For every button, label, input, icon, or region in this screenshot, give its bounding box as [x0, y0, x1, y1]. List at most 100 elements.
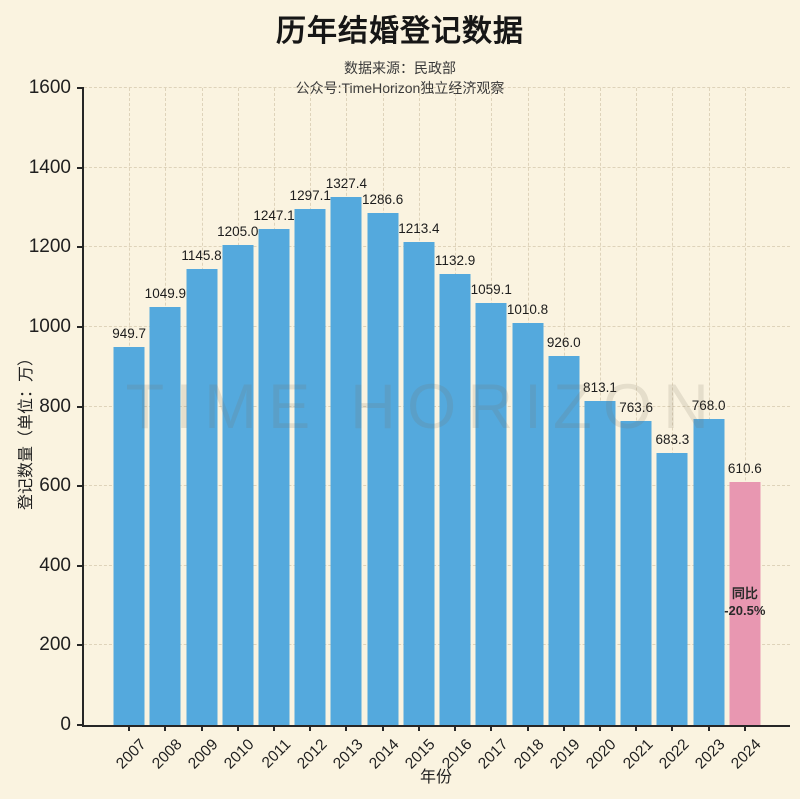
h-gridline [84, 166, 790, 168]
y-tick-label: 1000 [28, 315, 71, 337]
bar-slot-2016: 1132.9 2016 [434, 88, 476, 772]
bar-value-2022: 683.3 [655, 431, 690, 447]
chart-title: 历年结婚登记数据 [276, 15, 524, 48]
x-tick-mark [345, 725, 348, 731]
subtitle-account: 公众号:TimeHorizon独立经济观察 [295, 79, 505, 96]
bar-slot-2017: 1059.1 2017 [470, 88, 512, 772]
y-tick-mark [77, 644, 84, 647]
y-tick-label: 600 [39, 475, 71, 497]
bar-value-2018: 1010.8 [506, 301, 549, 317]
v-gridline [708, 88, 710, 725]
y-tick-mark [77, 485, 84, 488]
bar-2022 [656, 452, 688, 725]
yoy-annotation: 同比 -20.5% [724, 586, 765, 620]
chart-subtitle: 数据来源：民政部 公众号:TimeHorizon独立经济观察 [0, 59, 800, 98]
y-tick-mark [77, 246, 84, 249]
bar-2019 [548, 356, 580, 725]
x-tick-mark [128, 725, 131, 731]
x-tick-mark [707, 725, 710, 731]
bar-slot-2021: 763.6 2021 [618, 88, 656, 772]
bar-slot-2020: 813.1 2020 [582, 88, 620, 772]
bar-2015 [403, 241, 435, 725]
bar-value-2010: 1205.0 [217, 224, 259, 240]
bar-slot-2010: 1205.0 2010 [217, 88, 259, 772]
bar-value-2023: 768.0 [691, 398, 726, 414]
bar-slot-2007: 949.7 2007 [111, 88, 149, 772]
y-tick-label: 0 [60, 714, 71, 735]
bar-slot-2009: 1145.8 2009 [181, 88, 222, 772]
bar-value-2012: 1297.1 [289, 187, 331, 203]
yoy-annotation-line: -20.5% [724, 603, 766, 619]
y-tick-label: 800 [39, 395, 71, 417]
x-tick-mark [743, 725, 746, 731]
x-tick-mark [671, 725, 674, 731]
y-axis-title: 登记数量（单位：万） [18, 349, 35, 511]
bar-2021 [620, 421, 652, 725]
x-tick-mark [200, 725, 203, 731]
bar-slot-2011: 1247.1 2011 [253, 88, 295, 772]
bar-value-2016: 1132.9 [434, 252, 476, 268]
bar-value-2008: 1049.9 [144, 286, 186, 302]
yoy-annotation-line: 同比 [731, 586, 758, 602]
bar-value-2017: 1059.1 [470, 282, 512, 298]
bar-slot-2019: 926.0 2019 [546, 88, 584, 772]
h-gridline [84, 405, 790, 407]
v-gridline [636, 88, 638, 725]
x-tick-mark [236, 725, 239, 731]
x-tick-mark [272, 725, 275, 731]
y-tick-mark [77, 87, 84, 89]
y-tick-label: 400 [39, 554, 71, 576]
bar-slot-2023: 768.0 2023 [691, 88, 729, 772]
bar-2011 [258, 228, 290, 725]
y-tick-label: 1600 [28, 77, 71, 98]
y-tick-mark [77, 325, 84, 328]
bar-value-2009: 1145.8 [181, 247, 222, 263]
bar-slot-2024: 同比 -20.5% 610.6 2024 [724, 88, 765, 772]
x-tick-mark [490, 725, 493, 731]
y-tick-mark [77, 166, 84, 169]
x-tick-mark [381, 725, 384, 731]
bar-2007 [113, 346, 145, 725]
v-gridline [744, 88, 746, 725]
bar-slots: 949.7 2007 1049.9 2008 1145.8 2009 1205.0 2010 1… [84, 88, 790, 772]
bar-2013 [330, 196, 362, 725]
bar-value-2021: 763.6 [619, 400, 654, 415]
bar-slot-2014: 1286.6 2014 [361, 88, 404, 772]
bar-value-2019: 926.0 [546, 335, 581, 351]
bar-2009 [186, 268, 218, 725]
bar-2017 [475, 303, 507, 725]
x-tick-mark [635, 725, 638, 731]
bar-2008 [149, 307, 181, 725]
bar-slot-2015: 1213.4 2015 [398, 88, 440, 772]
plot-area: 949.7 2007 1049.9 2008 1145.8 2009 1205.0 2010 1… [29, 77, 790, 772]
x-tick-mark [454, 725, 457, 731]
bar-2020 [584, 401, 616, 725]
bar-2012 [294, 208, 326, 725]
bar-2024: 同比 -20.5% [724, 481, 765, 725]
bar-value-2013: 1327.4 [325, 175, 368, 191]
bar-value-2020: 813.1 [583, 380, 617, 396]
x-tick-mark [164, 725, 167, 731]
x-tick-mark [309, 725, 312, 731]
x-axis-title: 年份 [419, 769, 452, 786]
subtitle-source: 数据来源：民政部 [344, 60, 456, 76]
bar-slot-2008: 1049.9 2008 [144, 88, 186, 772]
bar-slot-2013: 1327.4 2013 [325, 88, 368, 772]
bar-slot-2018: 1010.8 2018 [506, 88, 549, 772]
bar-value-2015: 1213.4 [398, 220, 440, 236]
h-gridline [84, 564, 790, 566]
bar-value-2014: 1286.6 [361, 191, 404, 207]
bar-value-2024: 610.6 [727, 460, 762, 476]
bar-2010 [222, 245, 254, 725]
bar-slot-2012: 1297.1 2012 [289, 88, 331, 772]
h-gridline [84, 644, 790, 646]
h-gridline [84, 485, 790, 487]
chart-header: 历年结婚登记数据 数据来源：民政部 公众号:TimeHorizon独立经济观察 [0, 6, 800, 98]
bar-2023 [693, 419, 725, 725]
bar-2016 [439, 273, 471, 725]
bar-2018 [512, 322, 544, 725]
bar-slot-2022: 683.3 2022 [654, 88, 692, 772]
h-gridline [84, 246, 790, 248]
y-tick-mark [77, 564, 84, 567]
